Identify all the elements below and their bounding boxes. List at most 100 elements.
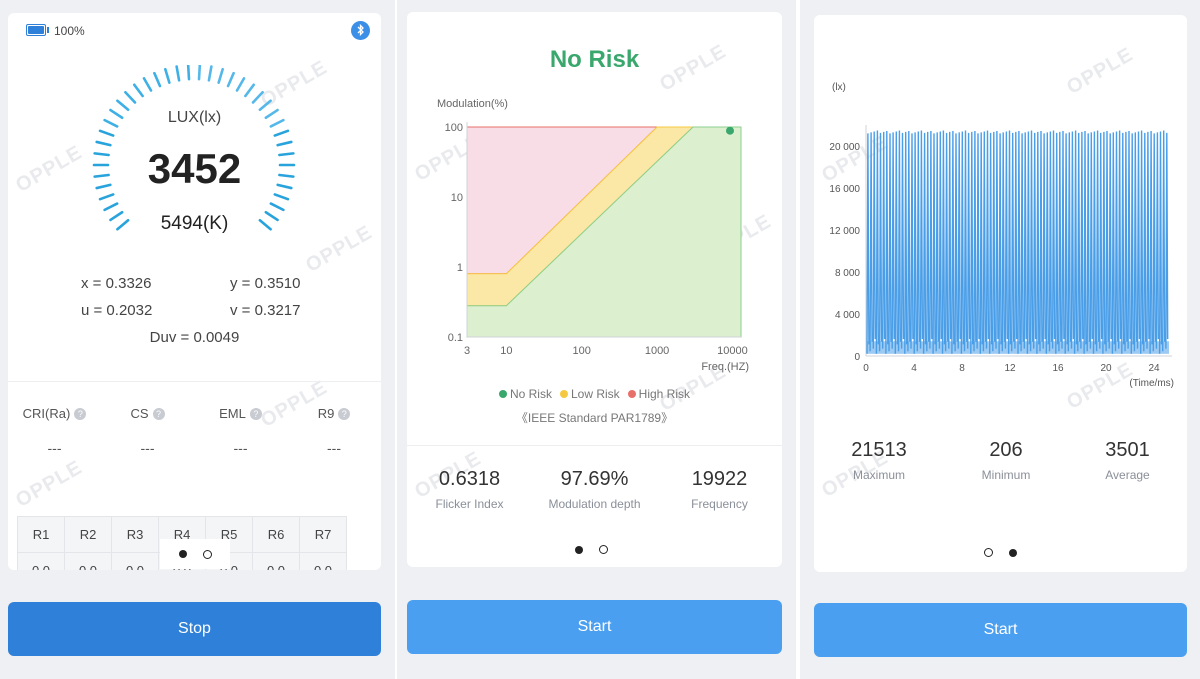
gauge-tick (109, 108, 124, 120)
gauge-tick (278, 152, 295, 157)
help-icon[interactable]: ? (152, 408, 165, 420)
x-tick-label: 16 (1052, 363, 1064, 374)
flicker-card: OPPLE OPPLE OPPLE OPPLE OPPLE No Risk Mo… (407, 12, 782, 567)
gauge-tick (98, 129, 115, 137)
page-dot[interactable] (202, 549, 212, 559)
gauge-tick (207, 65, 213, 82)
x-tick-label: 24 (1148, 363, 1160, 374)
y-tick-label: 0 (854, 352, 860, 363)
help-icon[interactable]: ? (338, 408, 351, 420)
gauge-tick (276, 140, 293, 147)
gauge-tick (273, 193, 290, 201)
gauge-tick (273, 129, 290, 137)
page-dot-active[interactable] (178, 550, 187, 558)
gauge-tick (175, 65, 181, 82)
gauge-tick (278, 173, 295, 178)
x-tick-label: 100 (573, 345, 591, 357)
waveform-card: OPPLE OPPLE OPPLE OPPLE (lx) 20 000 16 000… (814, 15, 1187, 572)
metric-value: --- (140, 440, 155, 456)
duv-value: Duv = 0.0049 (149, 329, 240, 346)
gauge-tick (132, 83, 144, 98)
gauge-tick (186, 65, 191, 81)
gauge-tick (197, 65, 202, 81)
gauge-tick (124, 90, 137, 104)
page-dot[interactable] (984, 548, 993, 557)
x-axis-label: (Time/ms) (1129, 378, 1174, 389)
start-button[interactable]: Start (407, 600, 782, 654)
metric-eml: EML? --- (194, 406, 287, 456)
flicker-stats: 0.6318 Flicker Index 97.69% Modulation d… (407, 468, 782, 511)
gauge-tick (93, 152, 110, 157)
page-indicator[interactable] (984, 548, 1017, 557)
metric-value: --- (327, 440, 341, 456)
page-indicator[interactable] (575, 545, 608, 554)
chromaticity-x: x = 0.3326 (81, 275, 152, 292)
chromaticity-y: y = 0.3510 (230, 275, 301, 292)
stat-frequency: 19922 Frequency (691, 468, 748, 511)
stat-average: 3501 Average (1105, 439, 1150, 482)
battery-level: 100% (54, 24, 85, 38)
metric-value: --- (233, 440, 248, 456)
metric-r9: R9? --- (287, 406, 381, 456)
page-indicator[interactable] (160, 539, 230, 569)
divider (407, 445, 782, 446)
battery-icon (26, 24, 46, 36)
gauge-tick (269, 118, 285, 128)
gauge-tick (153, 71, 162, 88)
x-tick-label: 0 (863, 363, 869, 374)
gauge-tick (235, 77, 246, 92)
x-axis-label: Freq.(HZ) (701, 361, 749, 373)
watermark: OPPLE (12, 456, 87, 512)
gauge-tick (251, 90, 264, 104)
help-icon[interactable]: ? (249, 408, 262, 420)
stat-minimum: 206 Minimum (981, 439, 1031, 482)
waveform-line (866, 130, 1169, 354)
x-tick-label: 8 (959, 363, 965, 374)
help-icon[interactable]: ? (74, 408, 87, 420)
risk-chart: Modulation(%) 100 10 1 0.13 10 100 1000 10000 Fre… (437, 98, 749, 373)
lux-value: 3452 (147, 145, 242, 192)
y-tick-label: 12 000 (829, 226, 860, 237)
legend-item-low-risk: Low Risk (559, 387, 620, 401)
gauge-tick (264, 108, 279, 120)
metric-cs: CS? --- (101, 406, 194, 456)
page-dot-active[interactable] (575, 545, 583, 554)
legend-item-no-risk: No Risk (498, 387, 552, 401)
light-meter-screen: OPPLE OPPLE OPPLE OPPLE OPPLE 100% LUX(l… (0, 0, 395, 679)
gauge-tick (98, 193, 115, 201)
waveform-chart: (lx) 20 000 16 000 12 000 8 000 4 000 00 4 8 12 16… (829, 82, 1174, 389)
gauge-tick (258, 218, 272, 231)
y-tick-label: 0.1 (448, 332, 463, 344)
table-row: R1 R2 R3 R4 R5 R6 R7 (17, 516, 347, 553)
page-dot-active[interactable] (1009, 548, 1017, 557)
page-dot[interactable] (599, 545, 608, 554)
flicker-risk-screen: OPPLE OPPLE OPPLE OPPLE OPPLE No Risk Mo… (395, 0, 796, 679)
gauge-tick (269, 202, 285, 212)
start-button[interactable]: Start (814, 603, 1187, 657)
meter-card: OPPLE OPPLE OPPLE OPPLE OPPLE 100% LUX(l… (8, 13, 381, 570)
stop-button[interactable]: Stop (8, 602, 381, 656)
cct-value: 5494(K) (160, 213, 229, 234)
stat-flicker-index: 0.6318 Flicker Index (435, 468, 504, 511)
y-tick-label: 16 000 (829, 184, 860, 195)
divider (8, 381, 381, 382)
x-tick-label: 10 (500, 345, 512, 357)
measured-point (726, 126, 734, 135)
x-tick-label: 10000 (717, 345, 748, 357)
metric-cri: CRI(Ra)? --- (8, 406, 101, 456)
gauge-tick (244, 83, 256, 98)
waveform-stats: 21513 Maximum 206 Minimum 3501 Average (814, 439, 1187, 482)
bluetooth-icon[interactable] (351, 21, 370, 40)
gauge-tick (109, 210, 124, 222)
waveform-baseline (867, 341, 1169, 354)
x-tick-label: 20 (1100, 363, 1112, 374)
gauge-tick (95, 183, 112, 190)
metric-value: --- (47, 440, 62, 456)
x-tick-label: 1000 (645, 345, 669, 357)
standard-note: 《IEEE Standard PAR1789》 (515, 411, 674, 425)
x-tick-label: 12 (1004, 363, 1016, 374)
waveform-screen: OPPLE OPPLE OPPLE OPPLE (lx) 20 000 16 000… (798, 0, 1200, 679)
gauge-tick (226, 71, 235, 88)
gauge-tick (217, 67, 224, 84)
legend-item-high-risk: High Risk (627, 387, 690, 401)
